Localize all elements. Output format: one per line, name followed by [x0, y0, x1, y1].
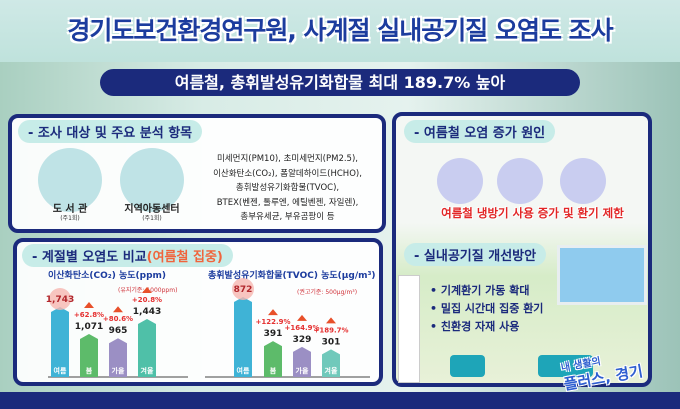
analysis-item: 이산화탄소(CO₂), 폼알데하이드(HCHO),: [213, 168, 362, 179]
target-label: 지역아동센터: [124, 204, 180, 215]
bottom-bar: [0, 392, 680, 409]
improve-heading: - 실내공기질 개선방안: [404, 243, 547, 266]
arrow-up-icon: [142, 287, 152, 294]
increase-label: +189.7%: [313, 326, 348, 334]
tvoc-chart-title: 총휘발성유기화합물(TVOC) 농도(μg/m³): [208, 271, 376, 281]
cause-text: 여름철 냉방기 사용 증가 및 환기 제한: [441, 206, 624, 220]
bar-여름: [234, 297, 252, 377]
co2-chart-title: 이산화탄소(CO₂) 농도(ppm): [48, 271, 167, 281]
value-label: 329: [293, 335, 312, 345]
bar-가을: [293, 346, 311, 377]
library-icon: [38, 148, 102, 212]
bar-겨울: [138, 319, 156, 377]
value-label: 1,071: [75, 322, 103, 332]
compare-heading: - 계절별 오염도 비교(여름철 집중): [22, 244, 233, 267]
air-purifier-illustration: [398, 275, 420, 383]
air-conditioner-icon: [497, 158, 543, 204]
improve-item: • 기계환기 가동 확대: [430, 284, 530, 297]
value-label: 1,743: [46, 295, 74, 305]
increase-label: +80.6%: [103, 315, 133, 323]
value-label: 965: [109, 326, 128, 336]
value-label: 1,443: [133, 307, 161, 317]
sofa-illustration: [538, 355, 593, 377]
survey-heading: - 조사 대상 및 주요 분석 항목: [18, 120, 203, 143]
increase-label: +62.8%: [74, 311, 104, 319]
bar-봄: [264, 341, 282, 377]
highlight-burst-icon: [49, 288, 71, 310]
category-label: 가을: [296, 366, 309, 375]
category-label: 봄: [86, 366, 93, 375]
bar-봄: [80, 333, 98, 377]
category-label: 겨울: [141, 366, 154, 375]
target-freq: (주1회): [142, 215, 162, 222]
value-label: 391: [264, 329, 283, 339]
arrow-up-icon: [268, 309, 278, 316]
window-icon: [560, 158, 606, 204]
target-label: 도 서 관: [52, 204, 88, 215]
thermometer-icon: [437, 158, 483, 204]
analysis-item: 총휘발성유기화합물(TVOC),: [235, 183, 340, 193]
sofa-illustration: [450, 355, 485, 377]
cause-heading: - 여름철 오염 증가 원인: [404, 120, 556, 143]
compare-heading-text: - 계절별 오염도 비교: [32, 250, 147, 265]
bar-겨울: [322, 349, 340, 377]
value-label: 301: [322, 337, 341, 347]
subtitle-banner: 여름철, 총휘발성유기화합물 최대 189.7% 높아: [100, 69, 580, 96]
target-freq: (주1회): [60, 215, 80, 222]
arrow-up-icon: [297, 314, 307, 321]
window-illustration: [557, 245, 647, 305]
analysis-item: BTEX(벤젠, 톨루엔, 에틸벤젠, 자일렌),: [216, 197, 359, 208]
analysis-items: 미세먼지(PM10), 초미세먼지(PM2.5), 이산화탄소(CO₂), 폼알…: [195, 152, 380, 225]
increase-label: +122.9%: [255, 318, 290, 326]
bar-가을: [109, 338, 127, 377]
category-label: 여름: [237, 366, 250, 375]
improve-item: • 밀집 시간대 집중 환기: [430, 302, 544, 315]
analysis-item: 미세먼지(PM10), 초미세먼지(PM2.5),: [216, 154, 358, 164]
arrow-up-icon: [84, 301, 94, 308]
page-title: 경기도보건환경연구원, 사계절 실내공기질 오염도 조사: [0, 0, 680, 62]
childrens-center-icon: [120, 148, 184, 212]
highlight-burst-icon: [232, 278, 254, 300]
arrow-up-icon: [326, 317, 336, 324]
tvoc-chart-note: (권고기준: 500μg/m³): [297, 289, 358, 296]
analysis-item: 총부유세균, 부유곰팡이 등: [240, 212, 335, 222]
arrow-up-icon: [113, 306, 123, 313]
value-label: 872: [234, 285, 253, 295]
increase-label: +164.9%: [284, 324, 319, 332]
category-label: 겨울: [325, 366, 338, 375]
category-label: 봄: [270, 366, 277, 375]
compare-heading-highlight: (여름철 집중): [146, 250, 223, 265]
category-label: 가을: [112, 366, 125, 375]
improve-item: • 친환경 자재 사용: [430, 320, 520, 333]
bar-여름: [51, 307, 69, 377]
increase-label: +20.8%: [132, 296, 162, 304]
category-label: 여름: [54, 366, 67, 375]
